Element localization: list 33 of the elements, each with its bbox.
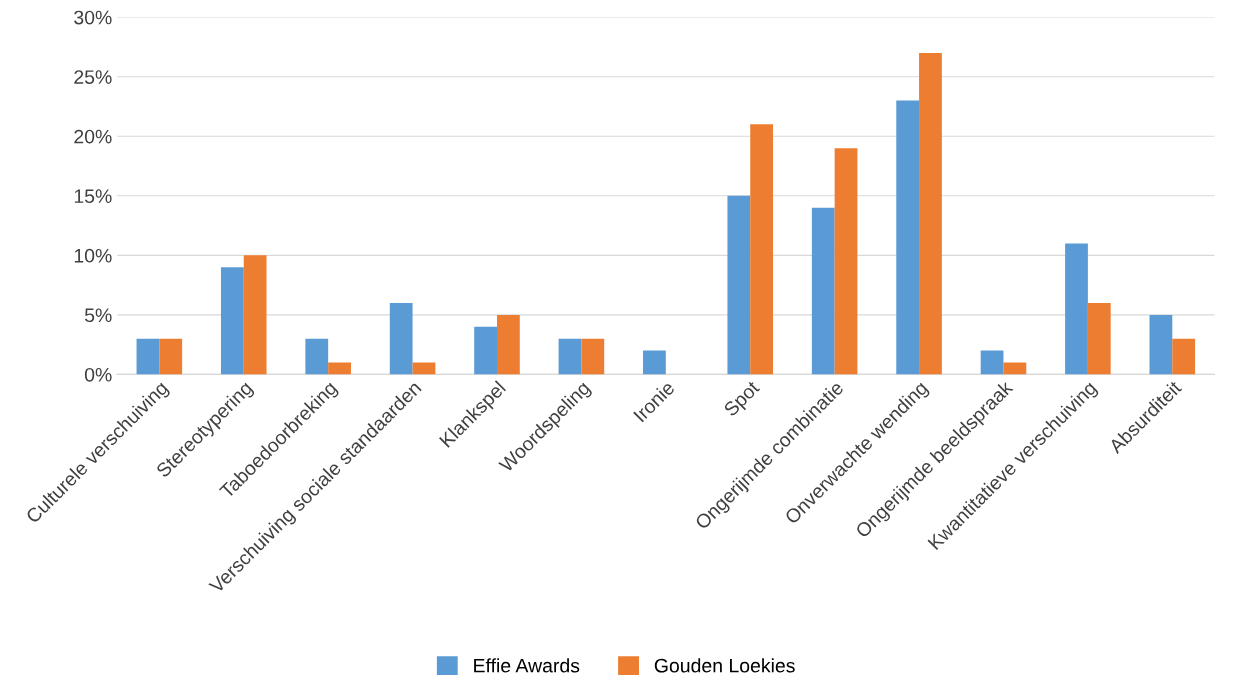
bar xyxy=(305,338,329,375)
bar xyxy=(1149,314,1173,375)
bar xyxy=(1172,338,1196,375)
bar xyxy=(811,207,835,375)
bar xyxy=(1065,243,1088,375)
bar xyxy=(896,100,920,375)
bar xyxy=(496,314,520,375)
y-tick-label: 10% xyxy=(74,248,112,263)
y-tick-label: 15% xyxy=(74,189,112,204)
bar xyxy=(750,124,774,375)
bar xyxy=(136,338,160,375)
legend-label: Gouden Loekies xyxy=(654,658,795,673)
bar xyxy=(474,326,497,375)
bar xyxy=(389,302,413,375)
legend-label: Effie Awards xyxy=(474,658,580,673)
bar xyxy=(919,52,942,375)
bar xyxy=(834,148,858,375)
bar xyxy=(220,267,244,375)
bar xyxy=(328,362,351,375)
bar xyxy=(159,338,183,375)
bar xyxy=(558,338,582,375)
bar xyxy=(980,350,1004,375)
y-tick-label: 0% xyxy=(84,367,112,382)
y-tick-label: 30% xyxy=(74,10,112,25)
y-tick-label: 5% xyxy=(84,308,112,323)
bar xyxy=(1003,362,1027,375)
bar xyxy=(727,195,751,375)
bar xyxy=(643,350,666,375)
y-tick-label: 20% xyxy=(74,129,112,144)
y-tick-label: 25% xyxy=(74,70,112,84)
bar xyxy=(1087,302,1111,375)
bar xyxy=(243,255,267,375)
bar xyxy=(581,338,605,375)
